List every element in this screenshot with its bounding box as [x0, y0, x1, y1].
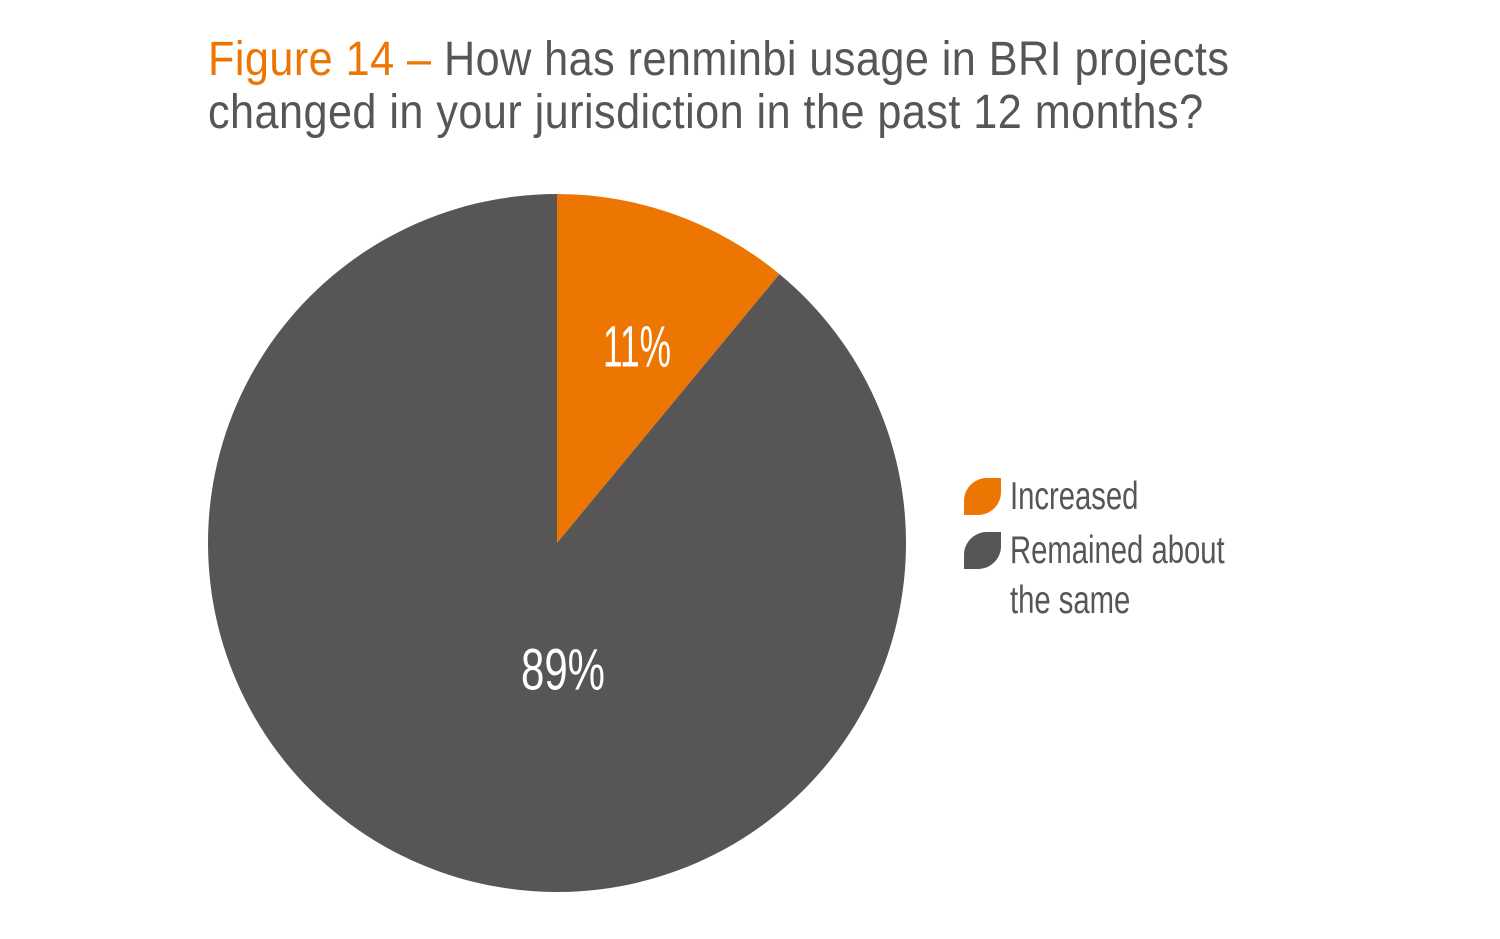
legend-marker-remained-icon [964, 532, 1001, 569]
figure-title-line-1: Figure 14 – How has renminbi usage in BR… [208, 33, 1229, 86]
legend-marker-increased-icon [964, 478, 1001, 515]
figure-title-text-1: How has renminbi usage in BRI projects [443, 33, 1230, 86]
pie-value-label-remained-about-the-same: 89% [521, 638, 605, 703]
pie-value-label-increased: 11% [603, 315, 671, 380]
legend-item-label: Remained about the same [1010, 529, 1225, 622]
figure-title: Figure 14 – How has renminbi usage in BR… [208, 33, 1229, 139]
pie-slice-remained-about-the-same [208, 194, 907, 892]
figure-title-line-2: changed in your jurisdiction in the past… [208, 86, 1204, 139]
chart-legend: Increased Remained about the same [964, 472, 1330, 630]
legend-item-increased: Increased [964, 472, 1330, 522]
legend-item-label: Increased [1010, 475, 1139, 518]
pie-slice-increased [557, 194, 780, 543]
legend-item-remained-about-the-same: Remained about the same [964, 526, 1330, 626]
figure-number-label: Figure 14 – [208, 33, 432, 86]
